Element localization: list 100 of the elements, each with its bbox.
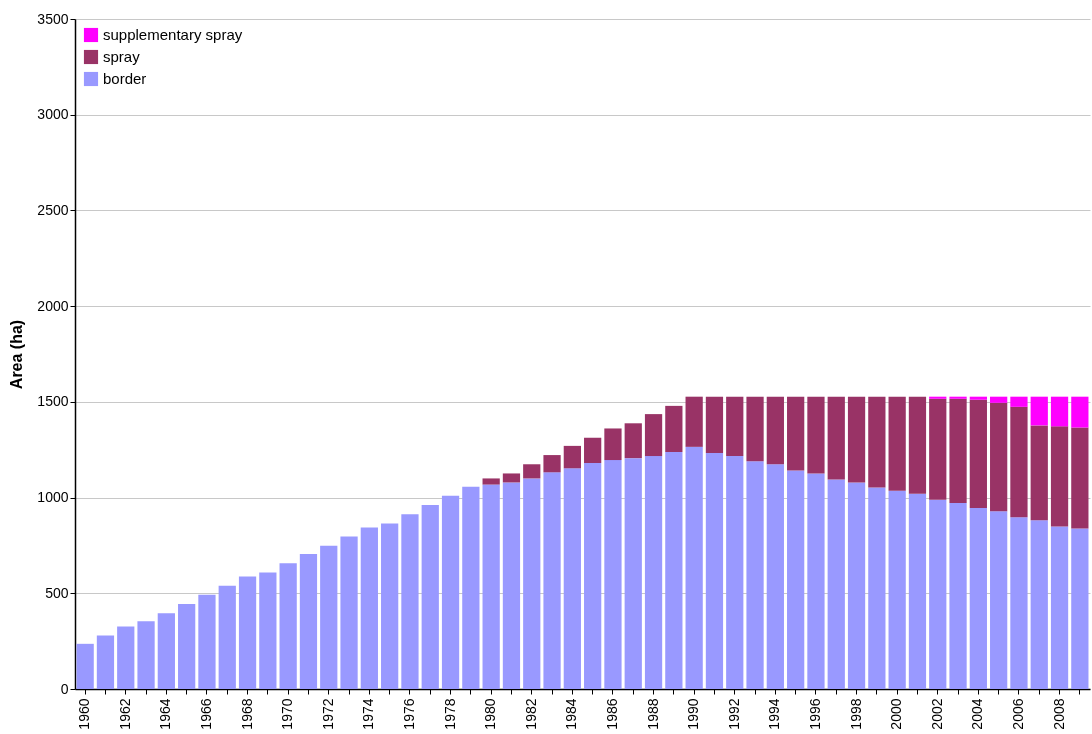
bar [462,486,480,689]
bar [766,464,784,689]
bar [340,536,358,689]
bar [584,437,602,464]
bar [157,613,175,689]
bar [299,554,318,689]
y-tick-label: 1500 [37,393,69,410]
bar [990,402,1008,512]
bar [563,468,581,689]
x-tick-label: 1984 [563,698,580,730]
bar [868,487,886,689]
x-tick-label: 1986 [603,698,620,730]
bar [360,527,378,689]
bar [969,399,987,509]
legend-label: spray [103,48,141,65]
bar [908,396,927,494]
bar [969,396,987,400]
bar [827,396,845,480]
bar [949,396,967,399]
bar [1071,427,1089,529]
legend-label: supplementary spray [103,26,243,43]
bar [807,396,825,474]
bar [502,482,521,689]
bar [929,499,947,689]
x-tick-label: 1994 [766,698,783,730]
bar [949,502,967,689]
y-tick-label: 3500 [37,10,69,27]
bar [969,508,987,689]
bar [705,396,724,453]
bar [238,576,257,689]
bar [137,621,155,689]
bar [665,452,683,689]
bar [990,511,1008,689]
bar [482,478,500,485]
bar [482,484,500,689]
bar [888,490,906,689]
bar [502,473,521,483]
bar [949,398,967,503]
bar [96,635,115,689]
bar [604,460,622,689]
bar [1050,526,1069,689]
bar [1010,396,1028,407]
bar [624,423,642,459]
bar [604,428,622,461]
bar [523,478,541,689]
bar [726,396,744,457]
x-tick-label: 1962 [116,698,133,730]
y-tick-label: 500 [45,584,69,601]
bar [563,445,581,469]
bar [908,493,927,689]
bar [523,464,541,479]
y-tick-label: 3000 [37,106,69,123]
x-tick-label: 2008 [1050,698,1067,730]
bar [1030,520,1048,689]
bar [1050,396,1069,427]
x-tick-label: 1968 [238,698,255,730]
bar [787,396,805,471]
bar [746,461,764,689]
bar [685,396,703,447]
bar [1071,396,1089,428]
y-tick-label: 0 [60,680,69,697]
bar [1010,517,1028,689]
bar [665,405,683,453]
x-tick-label: 1996 [806,698,823,730]
bar [888,396,906,491]
x-tick-label: 2000 [888,698,905,730]
x-tick-label: 1978 [441,698,458,730]
bar [929,396,947,399]
bar [644,456,663,689]
x-tick-label: 1966 [197,698,214,730]
bar [847,482,866,689]
bar [117,626,135,689]
x-tick-label: 2002 [928,698,945,730]
y-tick-label: 1000 [37,489,69,506]
x-tick-label: 1988 [644,698,661,730]
bar [644,414,663,457]
y-tick-label: 2000 [37,297,69,314]
x-tick-label: 1974 [360,698,377,730]
bar [726,456,744,689]
x-tick-label: 1976 [400,698,417,730]
bar [584,463,602,689]
bar [381,523,399,689]
bar [543,455,561,473]
x-tick-label: 1980 [482,698,499,730]
x-tick-label: 1982 [522,698,539,730]
y-tick-label: 2500 [37,201,69,218]
bar [543,472,561,689]
bar [868,396,886,488]
bar [807,473,825,689]
legend-label: border [103,70,147,87]
bar [441,495,460,689]
bar [929,398,947,500]
bar [1030,425,1048,521]
x-tick-label: 1970 [279,698,296,730]
bar [1071,528,1089,689]
bar [624,458,642,689]
x-tick-label: 1992 [725,698,742,730]
bar [401,514,419,689]
x-tick-label: 2004 [969,698,986,730]
bar [76,643,94,689]
